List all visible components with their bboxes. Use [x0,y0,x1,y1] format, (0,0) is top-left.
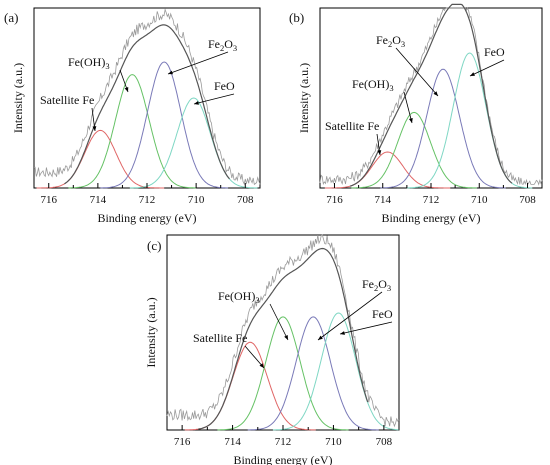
annotation-arrowhead [124,87,129,92]
annotation-arrowhead [194,100,199,105]
x-tick-label: 708 [237,194,254,206]
x-axis-label: Binding energy (eV) [381,211,480,225]
x-tick-label: 714 [224,436,241,448]
x-tick-label: 714 [374,194,391,206]
peak-component-2 [217,316,349,431]
x-axis-label: Binding energy (eV) [233,453,332,465]
annotation-arrowhead [377,150,382,155]
annotation-label: Fe2O3 [376,33,405,49]
annotation-label: Fe(OH)3 [218,289,260,305]
peak-component-4 [129,97,258,189]
annotation-arrowhead [284,335,288,340]
y-axis-label: Intensity (a.u.) [297,63,311,133]
peak-component-3 [100,61,229,189]
panel-label: (b) [289,10,304,25]
x-tick-label: 710 [471,194,488,206]
annotation-arrowhead [433,91,438,96]
annotation-arrow [269,303,289,341]
peak-component-1 [324,151,451,189]
annotation-arrow [395,47,439,97]
raw-data-trace [319,6,543,186]
annotation-arrowhead [168,70,173,75]
x-tick-label: 716 [326,194,343,206]
fit-envelope [349,3,513,187]
raw-data-trace [33,7,261,186]
peak-component-2 [351,111,477,189]
peak-component-1 [36,129,165,189]
annotation-label: Satellite Fe [193,331,247,345]
annotation-label: FeO [214,79,235,93]
annotation-arrow [244,345,265,369]
annotation-arrowhead [92,126,97,131]
peak-component-3 [247,316,379,431]
annotation-arrow [339,321,393,335]
annotation-arrow [317,291,383,341]
peak-component-4 [272,312,399,431]
annotation-label: Fe(OH)3 [68,55,110,71]
fit-envelope [64,24,230,185]
annotation-label: Satellite Fe [40,93,94,107]
annotation-arrow [403,91,413,124]
x-tick-label: 716 [174,436,191,448]
chart-panel-3: (c) 716 714 712 710 708 Binding energy (eV) Int… [144,234,400,465]
annotation-arrowhead [318,335,323,340]
chart-panel-2: (b) 716 714 712 710 708 Binding energy (eV) Int… [289,3,543,225]
annotation-arrowhead [259,363,264,368]
y-axis-label: Intensity (a.u.) [11,63,25,133]
x-tick-label: 712 [275,436,292,448]
y-axis-label: Intensity (a.u.) [144,297,158,367]
panel-label: (a) [4,10,18,25]
x-tick-label: 708 [519,194,536,206]
x-axis-label: Binding energy (eV) [97,211,196,225]
annotation-arrow [167,51,229,75]
annotation-arrowhead [408,118,413,123]
annotation-label: Fe2O3 [362,277,391,293]
raw-data-trace [166,234,400,428]
x-tick-label: 712 [139,194,156,206]
annotation-label: Fe2O3 [208,37,237,53]
x-tick-label: 716 [40,194,57,206]
annotation-label: Fe(OH)3 [352,77,394,93]
x-tick-label: 710 [325,436,342,448]
annotation-arrow [193,93,235,105]
peak-component-3 [380,68,506,189]
x-tick-label: 708 [376,436,393,448]
fit-envelope [198,247,369,430]
annotation-label: FeO [372,307,393,321]
annotation-label: FeO [484,45,505,59]
annotation-arrowhead [340,331,345,335]
annotation-arrow [469,59,505,77]
peak-component-2 [68,74,197,189]
x-tick-label: 712 [423,194,440,206]
x-tick-label: 714 [90,194,107,206]
annotation-label: Satellite Fe [325,119,379,133]
chart-panel-1: (a) 716 714 712 710 708 Binding energy (eV) Int… [4,7,261,225]
panel-label: (c) [147,238,161,253]
annotation-arrowhead [470,72,475,76]
x-tick-label: 710 [188,194,205,206]
